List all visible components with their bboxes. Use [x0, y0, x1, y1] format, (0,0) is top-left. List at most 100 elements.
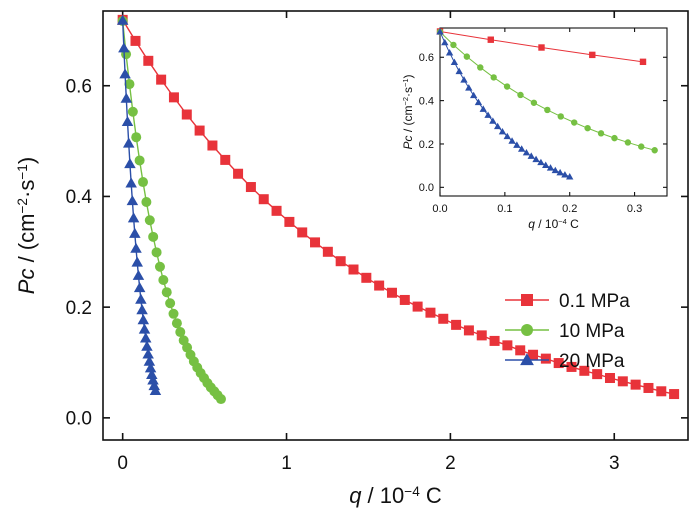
- inset-data-point-20-mpa: [498, 127, 507, 135]
- data-point-10-mpa: [161, 287, 172, 298]
- inset-data-point-20-mpa: [455, 67, 463, 75]
- data-point-20-mpa: [137, 314, 150, 325]
- inset-y-axis-title: Pc / (cm−2·s−1): [401, 75, 416, 150]
- legend-label-0-1-mpa: 0.1 MPa: [559, 291, 630, 312]
- y-tick-label: 0.2: [66, 298, 92, 319]
- data-point-10-mpa: [144, 215, 155, 226]
- data-point-0-1-mpa: [540, 353, 551, 364]
- series-0-1-mpa: [117, 14, 680, 400]
- inset-data-point-0-1-mpa: [538, 44, 545, 51]
- data-point-20-mpa: [120, 92, 133, 103]
- data-point-10-mpa: [151, 247, 162, 258]
- inset-y-tick-label: 0.2: [419, 139, 434, 151]
- data-point-0-1-mpa: [451, 319, 462, 330]
- data-point-10-mpa: [171, 318, 182, 329]
- inset-data-point-20-mpa: [522, 148, 531, 156]
- x-axis-title-sup: −4: [404, 484, 420, 499]
- inset-data-point-10-mpa: [517, 91, 524, 99]
- data-point-10-mpa: [215, 394, 226, 405]
- inset-x-axis-title-tail: C: [567, 217, 579, 231]
- inset-y-axis-title-sup1: −2: [401, 97, 410, 105]
- data-point-20-mpa: [118, 42, 130, 53]
- series-10-mpa: [117, 15, 226, 405]
- inset-y-tick-label: 0.4: [419, 95, 434, 107]
- data-point-0-1-mpa: [374, 280, 385, 291]
- inset-data-point-0-1-mpa: [639, 58, 647, 66]
- inset-data-point-10-mpa: [624, 139, 632, 146]
- data-point-0-1-mpa: [438, 313, 449, 324]
- data-point-0-1-mpa: [617, 376, 628, 387]
- y-tick-label: 0.4: [66, 187, 93, 208]
- data-point-20-mpa: [126, 195, 139, 206]
- inset-data-point-10-mpa: [638, 143, 645, 150]
- y-axis-title-unit: / (cm: [14, 214, 39, 269]
- data-point-20-mpa: [116, 14, 129, 25]
- legend-label-10-mpa: 10 MPa: [559, 321, 625, 342]
- data-point-0-1-mpa: [348, 264, 359, 275]
- inset-data-point-10-mpa: [611, 134, 618, 142]
- data-point-0-1-mpa: [502, 340, 513, 351]
- x-axis-title: q / 10−4 C: [349, 483, 442, 508]
- inset-x-axis-title-unit: / 10: [535, 217, 559, 231]
- data-point-20-mpa: [133, 282, 146, 293]
- inset-data-point-10-mpa: [463, 53, 471, 60]
- data-point-0-1-mpa: [553, 358, 564, 369]
- inset-y-axis-title-var: Pc: [401, 135, 415, 149]
- data-point-20-mpa: [148, 380, 160, 391]
- data-point-10-mpa: [137, 177, 148, 188]
- inset-y-axis-title-unit: / (cm: [401, 105, 415, 135]
- inset-data-point-20-mpa: [503, 132, 511, 140]
- data-point-0-1-mpa: [220, 154, 231, 165]
- inset-data-point-10-mpa: [557, 113, 564, 120]
- legend-marker-20-mpa: [520, 353, 534, 366]
- inset-data-point-10-mpa: [477, 64, 484, 71]
- data-point-0-1-mpa: [412, 301, 423, 312]
- y-axis-title-mid: ·s: [14, 180, 39, 198]
- data-point-20-mpa: [143, 355, 156, 366]
- legend-marker-0-1-mpa: [521, 294, 533, 306]
- series-20-mpa: [116, 14, 162, 396]
- data-point-0-1-mpa: [297, 227, 308, 238]
- data-point-20-mpa: [142, 348, 154, 359]
- data-point-10-mpa: [154, 261, 165, 272]
- inset-data-point-20-mpa: [561, 171, 569, 178]
- inset-data-point-20-mpa: [513, 141, 521, 148]
- data-point-10-mpa: [131, 132, 142, 143]
- data-point-0-1-mpa: [630, 379, 641, 390]
- data-point-0-1-mpa: [399, 294, 410, 305]
- inset-data-point-20-mpa: [566, 173, 574, 180]
- data-point-0-1-mpa: [528, 349, 539, 360]
- data-point-0-1-mpa: [361, 272, 372, 283]
- data-point-20-mpa: [131, 256, 143, 267]
- inset-y-axis-title-tail: ): [401, 75, 415, 79]
- x-axis-title-var: q: [349, 483, 362, 508]
- data-point-0-1-mpa: [592, 369, 603, 380]
- data-point-0-1-mpa: [310, 237, 321, 248]
- data-point-0-1-mpa: [130, 35, 141, 46]
- data-point-0-1-mpa: [656, 386, 667, 397]
- inset-data-point-20-mpa: [489, 117, 497, 124]
- data-point-10-mpa: [124, 79, 135, 90]
- data-point-10-mpa: [158, 275, 169, 286]
- inset-data-point-20-mpa: [527, 152, 535, 159]
- data-point-0-1-mpa: [207, 140, 218, 151]
- data-point-20-mpa: [129, 227, 141, 238]
- data-point-20-mpa: [141, 340, 153, 351]
- data-point-0-1-mpa: [515, 345, 526, 356]
- inset-plot-frame: [439, 27, 668, 197]
- data-point-20-mpa: [122, 137, 135, 148]
- x-tick-label: 0: [117, 453, 128, 474]
- inset-data-point-10-mpa: [570, 119, 578, 126]
- data-point-0-1-mpa: [233, 168, 244, 179]
- inset-data-point-0-1-mpa: [487, 36, 494, 43]
- data-point-20-mpa: [147, 374, 159, 385]
- data-point-0-1-mpa: [643, 382, 654, 393]
- inset-data-point-10-mpa: [584, 124, 591, 132]
- inset-series-20-mpa: [436, 28, 574, 180]
- data-point-20-mpa: [127, 212, 140, 223]
- inset-data-point-20-mpa: [493, 122, 502, 130]
- inset-y-tick-label: 0.6: [419, 52, 434, 64]
- inset-data-point-20-mpa: [532, 155, 540, 163]
- data-point-20-mpa: [146, 368, 158, 379]
